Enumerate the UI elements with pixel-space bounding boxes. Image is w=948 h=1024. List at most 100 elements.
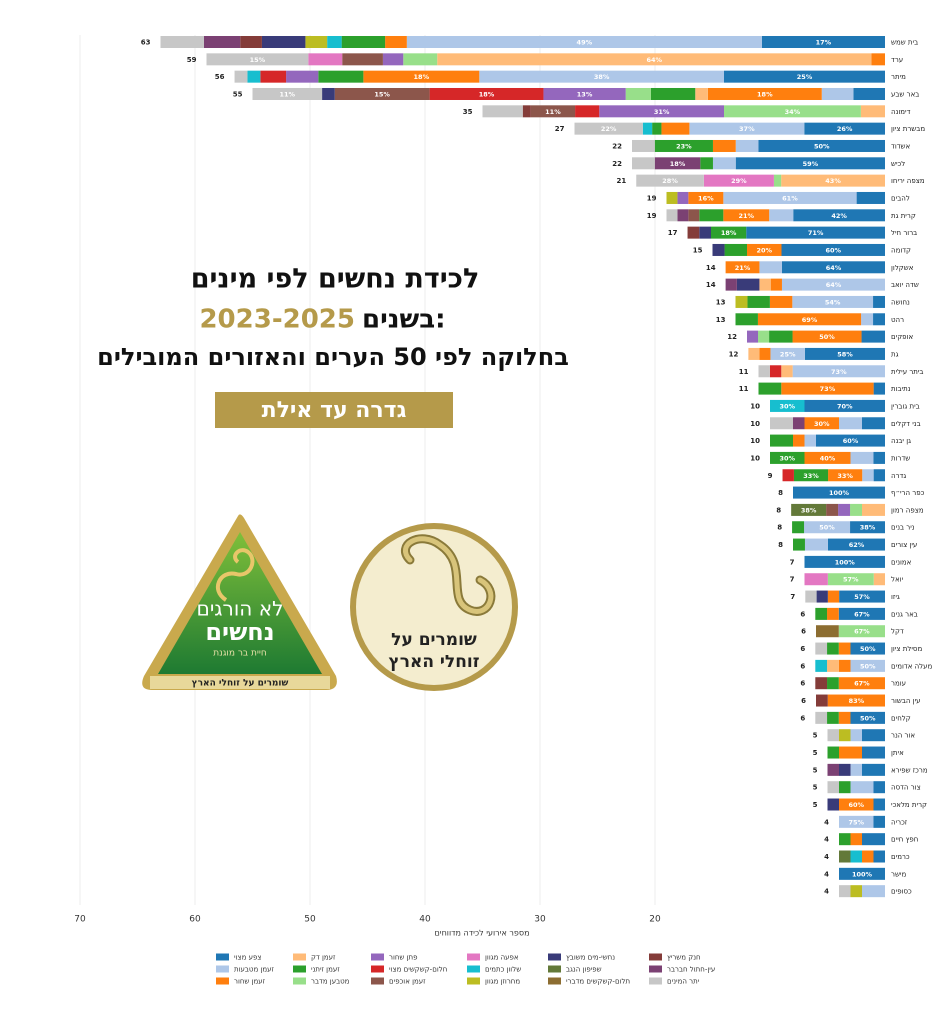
total-label: 5 — [813, 732, 818, 740]
total-label: 7 — [790, 593, 795, 601]
data-label: 30% — [814, 420, 830, 428]
data-label: 50% — [860, 662, 876, 670]
data-label: 59% — [803, 160, 819, 168]
bar-segment — [792, 365, 885, 378]
data-label: 38% — [594, 73, 610, 81]
legend-label: זעמן שחור — [234, 978, 266, 986]
y-tick-label: איתן — [891, 749, 904, 757]
bar-segment — [599, 105, 724, 118]
legend-swatch — [216, 977, 229, 985]
legend-swatch — [649, 953, 662, 961]
bar-segment — [247, 70, 261, 83]
y-tick-label: קרית מלאכי — [891, 801, 927, 809]
data-label: 38% — [860, 524, 876, 532]
bar-segment — [574, 122, 643, 135]
bar-segment — [862, 850, 874, 863]
total-label: 10 — [750, 402, 760, 410]
bar-segment — [781, 278, 885, 291]
legend-swatch — [293, 953, 306, 961]
total-label: 22 — [612, 160, 622, 168]
data-label: 60% — [843, 437, 859, 445]
bar-segment — [815, 677, 828, 690]
bar-segment — [759, 278, 771, 291]
bar-segment — [805, 590, 817, 603]
data-label: 64% — [826, 281, 842, 289]
y-tick-label: אשקלון — [891, 264, 914, 272]
bar-segment — [761, 36, 885, 48]
bar-segment — [804, 451, 851, 464]
logo-snake — [402, 536, 494, 614]
y-tick-label: מבשרת ציון — [891, 125, 925, 133]
total-label: 13 — [716, 298, 726, 306]
total-label: 6 — [800, 662, 805, 670]
bar-segment — [342, 53, 383, 66]
y-tick-label: מעלה אדומים — [891, 662, 933, 670]
bar-segment — [839, 815, 874, 828]
x-tick-label: 50 — [304, 915, 316, 925]
legend-label: צפע מצוי — [234, 954, 262, 962]
bar-segment — [769, 365, 782, 378]
data-label: 40% — [820, 454, 836, 462]
bar-segment — [862, 503, 885, 516]
bar-segment — [575, 105, 600, 118]
y-tick-label: ביתר עילית — [891, 368, 923, 376]
bar-segment — [260, 70, 287, 83]
bar-segment — [838, 659, 851, 672]
data-label: 13% — [577, 90, 593, 98]
legend-label: זעמן אוכפים — [389, 978, 426, 986]
y-tick-label: חפץ חיים — [891, 836, 918, 844]
bar-segment — [363, 70, 480, 83]
total-label: 14 — [706, 264, 716, 272]
bar-segment — [770, 434, 793, 447]
data-label: 11% — [545, 108, 561, 116]
bar-segment — [804, 521, 851, 534]
bar-segment — [654, 157, 701, 170]
bar-segment — [406, 36, 762, 48]
bar-segment — [758, 139, 885, 152]
bar-segment — [873, 313, 885, 326]
bar-segment — [769, 209, 794, 222]
bar-segment — [769, 295, 793, 308]
bar-segment — [688, 191, 724, 204]
bar-segment — [652, 122, 662, 135]
bar-segment — [816, 625, 839, 638]
data-label: 83% — [849, 697, 865, 705]
bar-segment — [827, 798, 839, 811]
bar-segment — [827, 781, 839, 794]
bar-segment — [712, 243, 725, 256]
x-tick-label: 30 — [534, 915, 546, 925]
data-label: 38% — [801, 506, 817, 514]
legend-swatch — [293, 965, 306, 973]
total-label: 4 — [824, 853, 829, 861]
total-label: 5 — [813, 784, 818, 792]
total-label: 5 — [813, 766, 818, 774]
bar-segment — [827, 729, 839, 742]
bar-segment — [712, 139, 736, 152]
total-label: 4 — [824, 818, 829, 826]
legend-label: זעמן מטבעות — [234, 966, 274, 974]
data-label: 33% — [803, 472, 819, 480]
bar-segment — [850, 850, 862, 863]
total-label: 5 — [813, 801, 818, 809]
bar-segment — [782, 469, 794, 482]
bar-segment — [839, 590, 885, 603]
total-label: 11 — [739, 368, 749, 376]
y-tick-label: מסילת ציון — [891, 645, 922, 653]
data-label: 31% — [654, 108, 670, 116]
bar-segment — [792, 330, 862, 343]
bar-segment — [759, 347, 771, 360]
y-tick-label: עין הבשור — [891, 697, 921, 705]
bar-segment — [793, 209, 885, 222]
bar-segment — [839, 746, 862, 759]
y-tick-label: מצפה רמון — [891, 506, 924, 514]
legend-swatch — [649, 977, 662, 985]
legend-swatch — [467, 965, 480, 973]
y-tick-label: גת — [891, 350, 899, 358]
data-label: 34% — [785, 108, 801, 116]
total-label: 6 — [800, 645, 805, 653]
legend-label: זעמן זיתני — [311, 966, 340, 974]
bar-segment — [827, 763, 839, 776]
bar-segment — [773, 174, 782, 187]
bar-segment — [838, 642, 851, 655]
